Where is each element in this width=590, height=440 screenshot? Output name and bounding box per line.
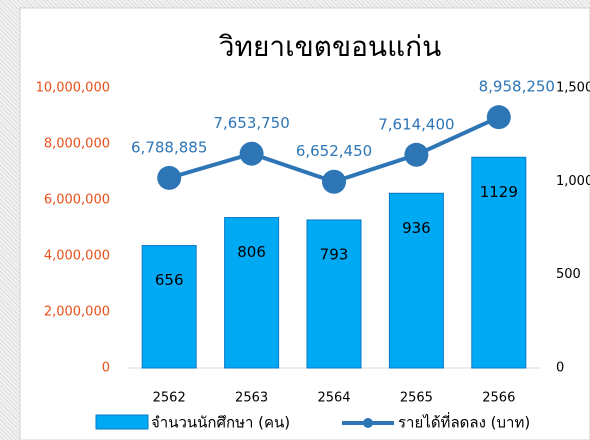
line-marker	[486, 105, 511, 130]
y2-tick-label: 1,500	[556, 81, 590, 96]
x-tick-label: 2566	[482, 391, 515, 406]
line-marker	[239, 141, 264, 166]
line-label: 8,958,250	[479, 78, 555, 96]
line-marker	[322, 169, 346, 194]
y2-tick-label: 500	[556, 267, 581, 282]
bar	[306, 219, 362, 369]
line-label: 7,653,750	[213, 114, 289, 132]
x-tick-label: 2565	[400, 391, 433, 406]
x-tick-label: 2562	[153, 391, 186, 406]
bar	[388, 192, 444, 369]
bar-label: 936	[402, 219, 431, 237]
bar	[224, 217, 280, 369]
line-label: 6,652,450	[296, 142, 372, 160]
y2-tick-label: 0	[556, 361, 564, 376]
line-marker	[157, 165, 182, 190]
y-tick-label: 6,000,000	[44, 193, 110, 208]
legend-swatch-marker	[363, 418, 373, 428]
chart-title: วิทยาเขตขอนแก่น	[218, 30, 441, 63]
bar	[141, 245, 197, 369]
x-tick-label: 2563	[235, 391, 268, 406]
bar-label: 793	[320, 245, 349, 263]
y-tick-label: 0	[102, 361, 110, 376]
y-tick-label: 10,000,000	[36, 81, 110, 96]
y-tick-label: 2,000,000	[44, 305, 110, 320]
bar-label: 656	[155, 271, 184, 289]
y2-tick-label: 1,000	[556, 174, 590, 189]
bar	[471, 156, 527, 369]
y-tick-label: 4,000,000	[44, 249, 110, 264]
legend-label: จำนวนนักศึกษา (คน)	[151, 414, 290, 432]
bar-label: 1129	[480, 183, 518, 201]
y-tick-label: 8,000,000	[44, 137, 110, 152]
bar-label: 806	[237, 243, 266, 261]
legend-label: รายได้ที่ลดลง (บาท)	[398, 412, 530, 432]
line-label: 7,614,400	[378, 115, 454, 133]
line-marker	[404, 142, 429, 167]
legend-swatch	[95, 414, 149, 430]
x-tick-label: 2564	[317, 391, 350, 406]
line-label: 6,788,885	[131, 138, 207, 156]
